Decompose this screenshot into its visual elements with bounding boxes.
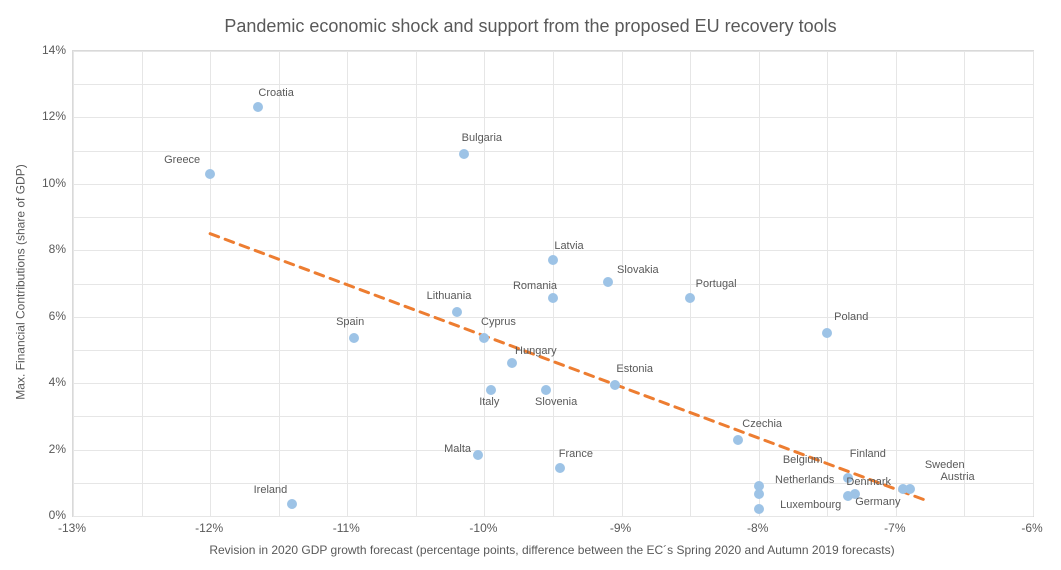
data-point	[205, 169, 215, 179]
data-point	[459, 149, 469, 159]
y-tick-label: 10%	[36, 176, 66, 190]
data-point-label: Lithuania	[427, 290, 472, 302]
y-tick-label: 14%	[36, 43, 66, 57]
data-point-label: Latvia	[554, 240, 583, 252]
data-point-label: Cyprus	[481, 316, 516, 328]
x-tick-label: -10%	[469, 521, 497, 535]
chart-title: Pandemic economic shock and support from…	[0, 16, 1061, 37]
data-point	[610, 380, 620, 390]
y-tick-label: 12%	[36, 109, 66, 123]
data-point	[603, 277, 613, 287]
data-point	[685, 293, 695, 303]
chart-container: Pandemic economic shock and support from…	[0, 0, 1061, 570]
data-point	[541, 385, 551, 395]
x-tick-label: -12%	[195, 521, 223, 535]
x-axis-label: Revision in 2020 GDP growth forecast (pe…	[72, 543, 1032, 557]
data-point-label: Croatia	[258, 87, 293, 99]
y-axis-label: Max. Financial Contributions (share of G…	[13, 49, 27, 514]
x-tick-label: -8%	[747, 521, 768, 535]
data-point	[253, 102, 263, 112]
plot-area: Croatia Greece Bulgaria Latvia Slovakia Roman…	[72, 50, 1034, 517]
data-point-label: Luxembourg	[780, 499, 841, 511]
data-point	[452, 307, 462, 317]
data-point	[287, 499, 297, 509]
data-point	[822, 328, 832, 338]
data-point-label: Slovenia	[535, 396, 577, 408]
data-point	[479, 333, 489, 343]
data-point	[486, 385, 496, 395]
x-tick-label: -13%	[58, 521, 86, 535]
data-point-label: Bulgaria	[462, 132, 502, 144]
data-point-label: Austria	[940, 471, 974, 483]
data-point-label: Poland	[834, 311, 868, 323]
data-point	[548, 293, 558, 303]
data-point-label: Czechia	[742, 418, 782, 430]
y-tick-label: 2%	[36, 442, 66, 456]
data-point-label: France	[559, 448, 593, 460]
x-tick-label: -7%	[884, 521, 905, 535]
data-point-label: Greece	[164, 154, 200, 166]
y-tick-label: 8%	[36, 242, 66, 256]
data-point-label: Romania	[513, 280, 557, 292]
x-tick-label: -9%	[610, 521, 631, 535]
data-point	[733, 435, 743, 445]
gridline-horizontal	[73, 516, 1033, 517]
data-point	[843, 491, 853, 501]
data-point-label: Germany	[855, 496, 900, 508]
data-point-label: Hungary	[515, 345, 557, 357]
data-point-label: Belgium	[783, 454, 823, 466]
data-point	[754, 489, 764, 499]
x-tick-label: -11%	[333, 521, 360, 535]
data-point-label: Estonia	[616, 363, 653, 375]
data-point-label: Spain	[336, 316, 364, 328]
data-point	[507, 358, 517, 368]
data-point	[349, 333, 359, 343]
data-point-label: Netherlands	[775, 474, 834, 486]
data-point	[905, 484, 915, 494]
data-point-label: Slovakia	[617, 264, 659, 276]
data-point-label: Denmark	[846, 476, 891, 488]
data-point-label: Finland	[850, 448, 886, 460]
data-point-label: Malta	[444, 443, 471, 455]
y-tick-label: 4%	[36, 375, 66, 389]
x-tick-label: -6%	[1021, 521, 1042, 535]
data-point	[754, 504, 764, 514]
data-point-label: Portugal	[696, 278, 737, 290]
data-point	[473, 450, 483, 460]
y-tick-label: 0%	[36, 508, 66, 522]
data-point	[548, 255, 558, 265]
gridline-vertical	[1033, 51, 1034, 516]
data-point	[555, 463, 565, 473]
data-point-label: Ireland	[254, 484, 288, 496]
data-point-label: Italy	[479, 396, 499, 408]
y-tick-label: 6%	[36, 309, 66, 323]
data-point-label: Sweden	[925, 459, 965, 471]
